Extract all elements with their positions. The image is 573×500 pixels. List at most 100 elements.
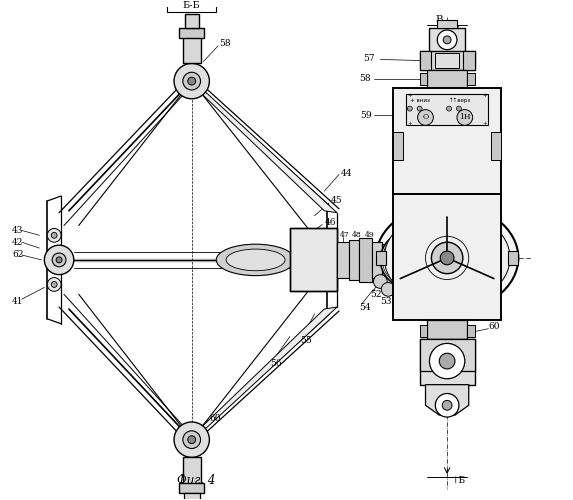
Text: 45: 45 bbox=[331, 196, 343, 205]
Bar bbox=[419, 340, 474, 371]
Circle shape bbox=[440, 251, 454, 265]
Text: 46: 46 bbox=[324, 218, 336, 227]
Circle shape bbox=[429, 344, 465, 379]
Text: 43: 43 bbox=[12, 226, 23, 235]
Circle shape bbox=[51, 232, 57, 238]
Ellipse shape bbox=[376, 204, 519, 312]
Text: 52: 52 bbox=[371, 290, 382, 299]
Text: Фиг. 4: Фиг. 4 bbox=[178, 474, 216, 488]
Text: Б-Б: Б-Б bbox=[183, 1, 201, 10]
Circle shape bbox=[417, 106, 422, 111]
Bar bbox=[393, 88, 501, 194]
Text: 57: 57 bbox=[364, 54, 375, 63]
Bar bbox=[406, 94, 488, 126]
Polygon shape bbox=[197, 307, 337, 432]
Bar bbox=[419, 50, 474, 70]
Text: +: + bbox=[482, 121, 486, 126]
Text: 41: 41 bbox=[12, 296, 23, 306]
Text: ↑Б: ↑Б bbox=[451, 476, 465, 486]
Circle shape bbox=[437, 30, 457, 50]
Bar bbox=[419, 50, 431, 70]
Text: 58: 58 bbox=[359, 74, 370, 82]
Circle shape bbox=[457, 110, 473, 126]
Bar bbox=[437, 20, 457, 28]
Text: 42: 42 bbox=[12, 238, 23, 246]
Circle shape bbox=[374, 274, 387, 288]
Text: 59: 59 bbox=[360, 111, 372, 120]
Bar bbox=[167, 0, 216, 12]
Text: O: O bbox=[422, 114, 429, 122]
Bar bbox=[185, 14, 199, 28]
Bar bbox=[393, 88, 501, 194]
Text: 62: 62 bbox=[12, 250, 23, 260]
Bar bbox=[419, 324, 427, 336]
Circle shape bbox=[51, 257, 57, 263]
Text: В: В bbox=[435, 14, 443, 24]
Circle shape bbox=[48, 253, 61, 267]
Bar bbox=[359, 238, 372, 282]
Circle shape bbox=[403, 255, 413, 265]
Text: 60: 60 bbox=[209, 414, 221, 422]
Circle shape bbox=[431, 242, 463, 274]
Bar bbox=[184, 492, 199, 500]
Bar bbox=[290, 228, 337, 292]
Bar bbox=[376, 251, 386, 265]
Text: + вниз: + вниз bbox=[410, 98, 430, 103]
Circle shape bbox=[188, 77, 195, 85]
Bar bbox=[508, 251, 518, 265]
Circle shape bbox=[44, 245, 74, 274]
Polygon shape bbox=[197, 89, 337, 212]
Text: 48: 48 bbox=[352, 232, 362, 239]
Bar bbox=[463, 50, 474, 70]
Text: 58: 58 bbox=[219, 40, 231, 48]
Circle shape bbox=[188, 436, 195, 444]
Bar bbox=[419, 73, 427, 85]
Circle shape bbox=[435, 394, 459, 417]
Bar bbox=[290, 228, 337, 292]
Bar bbox=[467, 73, 474, 85]
Text: ↑↑верх: ↑↑верх bbox=[449, 98, 472, 103]
Text: 44: 44 bbox=[341, 169, 352, 178]
Circle shape bbox=[446, 106, 452, 111]
Ellipse shape bbox=[384, 211, 510, 305]
Circle shape bbox=[457, 106, 461, 111]
Bar bbox=[419, 340, 474, 384]
Circle shape bbox=[51, 282, 57, 288]
Bar bbox=[179, 28, 205, 38]
Text: +: + bbox=[482, 94, 486, 98]
Text: 55: 55 bbox=[300, 336, 312, 345]
Bar bbox=[393, 194, 501, 320]
Bar bbox=[382, 244, 394, 276]
Text: 1H: 1H bbox=[459, 114, 470, 122]
Text: 51: 51 bbox=[400, 290, 411, 299]
Text: +: + bbox=[407, 121, 412, 126]
Circle shape bbox=[56, 257, 62, 263]
Circle shape bbox=[174, 64, 209, 99]
Text: +: + bbox=[407, 94, 412, 98]
Circle shape bbox=[52, 253, 66, 267]
Bar bbox=[183, 36, 201, 64]
Bar bbox=[467, 324, 474, 336]
Ellipse shape bbox=[216, 244, 295, 276]
Text: 56: 56 bbox=[270, 358, 282, 368]
Bar bbox=[427, 320, 467, 340]
Circle shape bbox=[183, 72, 201, 90]
Polygon shape bbox=[426, 384, 469, 415]
Circle shape bbox=[443, 36, 451, 44]
Text: 54: 54 bbox=[359, 302, 370, 312]
Bar bbox=[179, 483, 205, 492]
Circle shape bbox=[48, 278, 61, 291]
Bar bbox=[337, 242, 349, 278]
Ellipse shape bbox=[226, 249, 285, 270]
Circle shape bbox=[407, 106, 412, 111]
Text: 53: 53 bbox=[380, 296, 392, 306]
Bar bbox=[491, 132, 501, 160]
Bar bbox=[349, 240, 359, 280]
Text: 50: 50 bbox=[418, 234, 429, 243]
Text: 47: 47 bbox=[340, 232, 350, 239]
Text: 49: 49 bbox=[364, 232, 374, 239]
Circle shape bbox=[439, 353, 455, 369]
Bar bbox=[429, 28, 465, 52]
Circle shape bbox=[381, 282, 395, 296]
Circle shape bbox=[418, 110, 433, 126]
